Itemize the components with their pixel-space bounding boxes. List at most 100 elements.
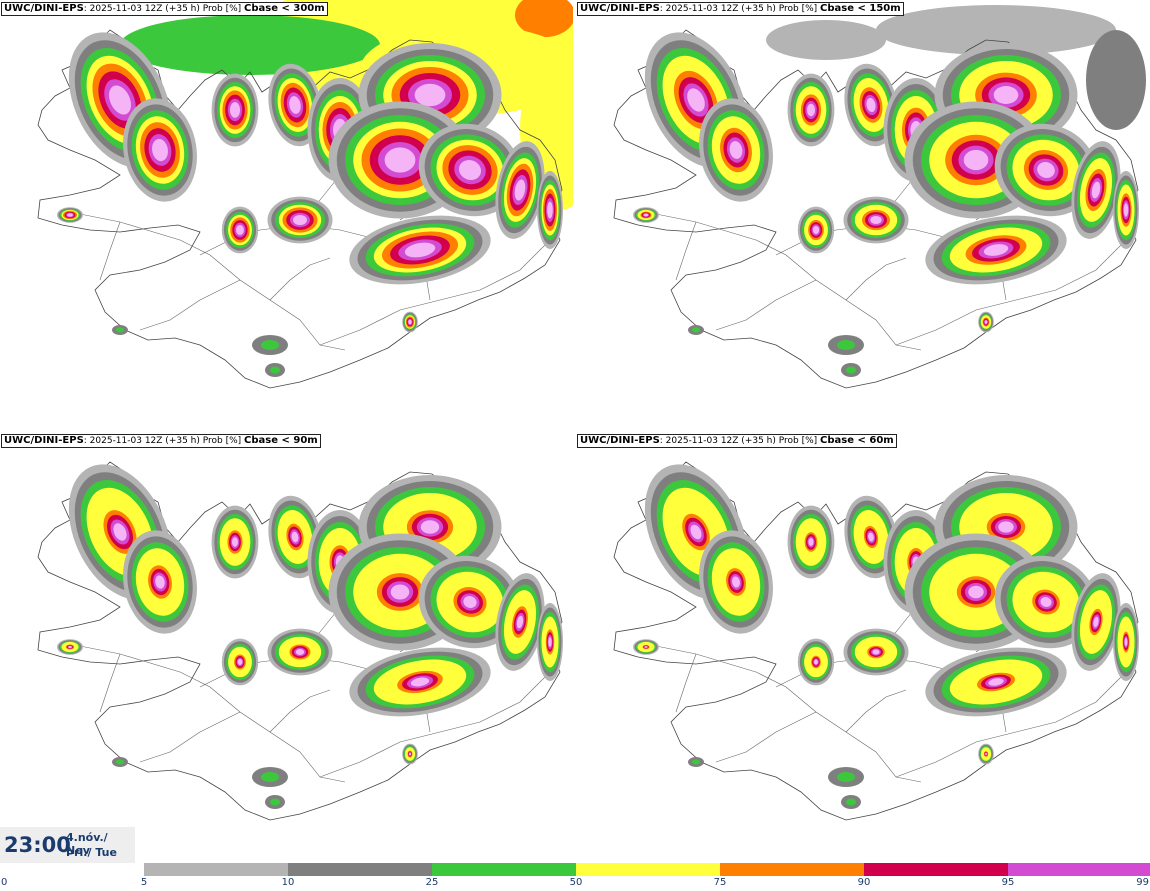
map-panel-cbase-90: UWC/DINI-EPS: 2025-11-03 12Z (+35 h) Pro… [0,432,573,862]
probability-contour [837,772,855,782]
probability-contour [963,149,989,171]
probability-contour [155,575,165,589]
probability-contour [1037,162,1055,178]
map-panel-cbase-300: UWC/DINI-EPS: 2025-11-03 12Z (+35 h) Pro… [0,0,573,430]
probability-contour [68,645,72,649]
road-line [895,676,1122,778]
probability-contour [120,15,380,75]
probability-contour [1123,203,1129,217]
probability-contour [410,677,430,687]
probability-contour [113,523,127,541]
colorbar-tick-label: 5 [140,877,148,888]
probability-contour [420,520,440,534]
probability-contour [261,340,279,350]
probability-contour [988,678,1004,686]
probability-colorbar: 0 5 10 25 50 75 90 95 99 [0,863,1150,891]
probability-contour [872,649,880,655]
probability-contour [414,83,446,107]
probability-contour [108,85,132,115]
valid-date: 4.nóv./ Nov [66,831,108,857]
probability-contour [692,759,700,765]
probability-contour [229,102,241,118]
probability-contour [808,538,814,546]
panel-title: UWC/DINI-EPS: 2025-11-03 12Z (+35 h) Pro… [1,2,328,16]
probability-contour [1091,181,1101,199]
probability-contour [1086,30,1146,130]
probability-contour [812,225,820,235]
road-line [99,653,121,713]
panel-title: UWC/DINI-EPS: 2025-11-03 12Z (+35 h) Pro… [577,2,904,16]
probability-contour [876,5,1116,55]
probability-contour [404,242,436,258]
probability-map [37,0,573,389]
road-line [895,244,1122,346]
probability-contour [116,759,124,765]
probability-contour [643,213,649,217]
probability-contour [846,366,856,374]
probability-contour [806,103,816,117]
probability-contour [516,615,524,629]
valid-time-box: 23:00 4.nóv./ Nov Þri./ Tue [0,827,135,863]
road-line [715,279,817,331]
probability-contour [984,320,988,324]
road-line [675,221,697,281]
probability-contour [293,214,307,226]
road-line [319,244,546,346]
road-line [845,689,907,733]
colorbar-tick-label: 0 [1,877,8,888]
probability-contour [463,596,477,608]
road-line [715,711,817,763]
probability-contour [237,658,243,666]
map-panel-cbase-60: UWC/DINI-EPS: 2025-11-03 12Z (+35 h) Pro… [576,432,1149,862]
probability-contour [993,86,1019,104]
probability-contour [408,752,412,756]
valid-weekday: Þri./ Tue [66,846,117,859]
probability-contour [983,244,1009,256]
colorbar-tick-label: 75 [713,877,727,888]
probability-contour [270,366,280,374]
probability-contour [968,585,984,599]
probability-contour [384,147,416,173]
probability-contour [261,772,279,782]
probability-contour [837,340,855,350]
road-line [139,711,241,763]
colorbar-tick-label: 10 [281,877,295,888]
probability-contour [231,537,239,547]
colorbar-tick-label: 99 [1136,877,1149,888]
road-line [845,257,907,301]
road-line [99,221,121,281]
colorbar-segment [0,863,144,876]
probability-map [613,461,1139,821]
probability-contour [514,179,526,201]
road-line [675,653,697,713]
probability-contour [644,646,648,648]
road-line [269,257,331,301]
probability-contour [67,213,73,217]
probability-contour [1040,597,1052,607]
probability-contour [998,521,1014,533]
probability-contour [846,798,856,806]
map-panel-cbase-150: UWC/DINI-EPS: 2025-11-03 12Z (+35 h) Pro… [576,0,1149,430]
colorbar-tick-label: 95 [1001,877,1015,888]
colorbar-segment [1008,863,1150,876]
panel-title: UWC/DINI-EPS: 2025-11-03 12Z (+35 h) Pro… [577,434,897,448]
probability-contour [152,138,168,162]
probability-contour [548,636,552,648]
probability-contour [289,96,301,114]
coastline [613,29,1139,389]
probability-contour [408,319,412,325]
colorbar-segment [288,863,432,876]
coastline [37,461,563,821]
probability-map [37,461,563,821]
probability-contour [458,160,482,180]
colorbar-segment [576,863,720,876]
panel-title: UWC/DINI-EPS: 2025-11-03 12Z (+35 h) Pro… [1,434,321,448]
road-line [319,676,546,778]
probability-contour [270,798,280,806]
road-line [139,279,241,331]
probability-contour [547,201,553,219]
probability-contour [1093,616,1099,628]
probability-contour [985,752,987,756]
colorbar-segment [144,863,288,876]
road-line [269,689,331,733]
